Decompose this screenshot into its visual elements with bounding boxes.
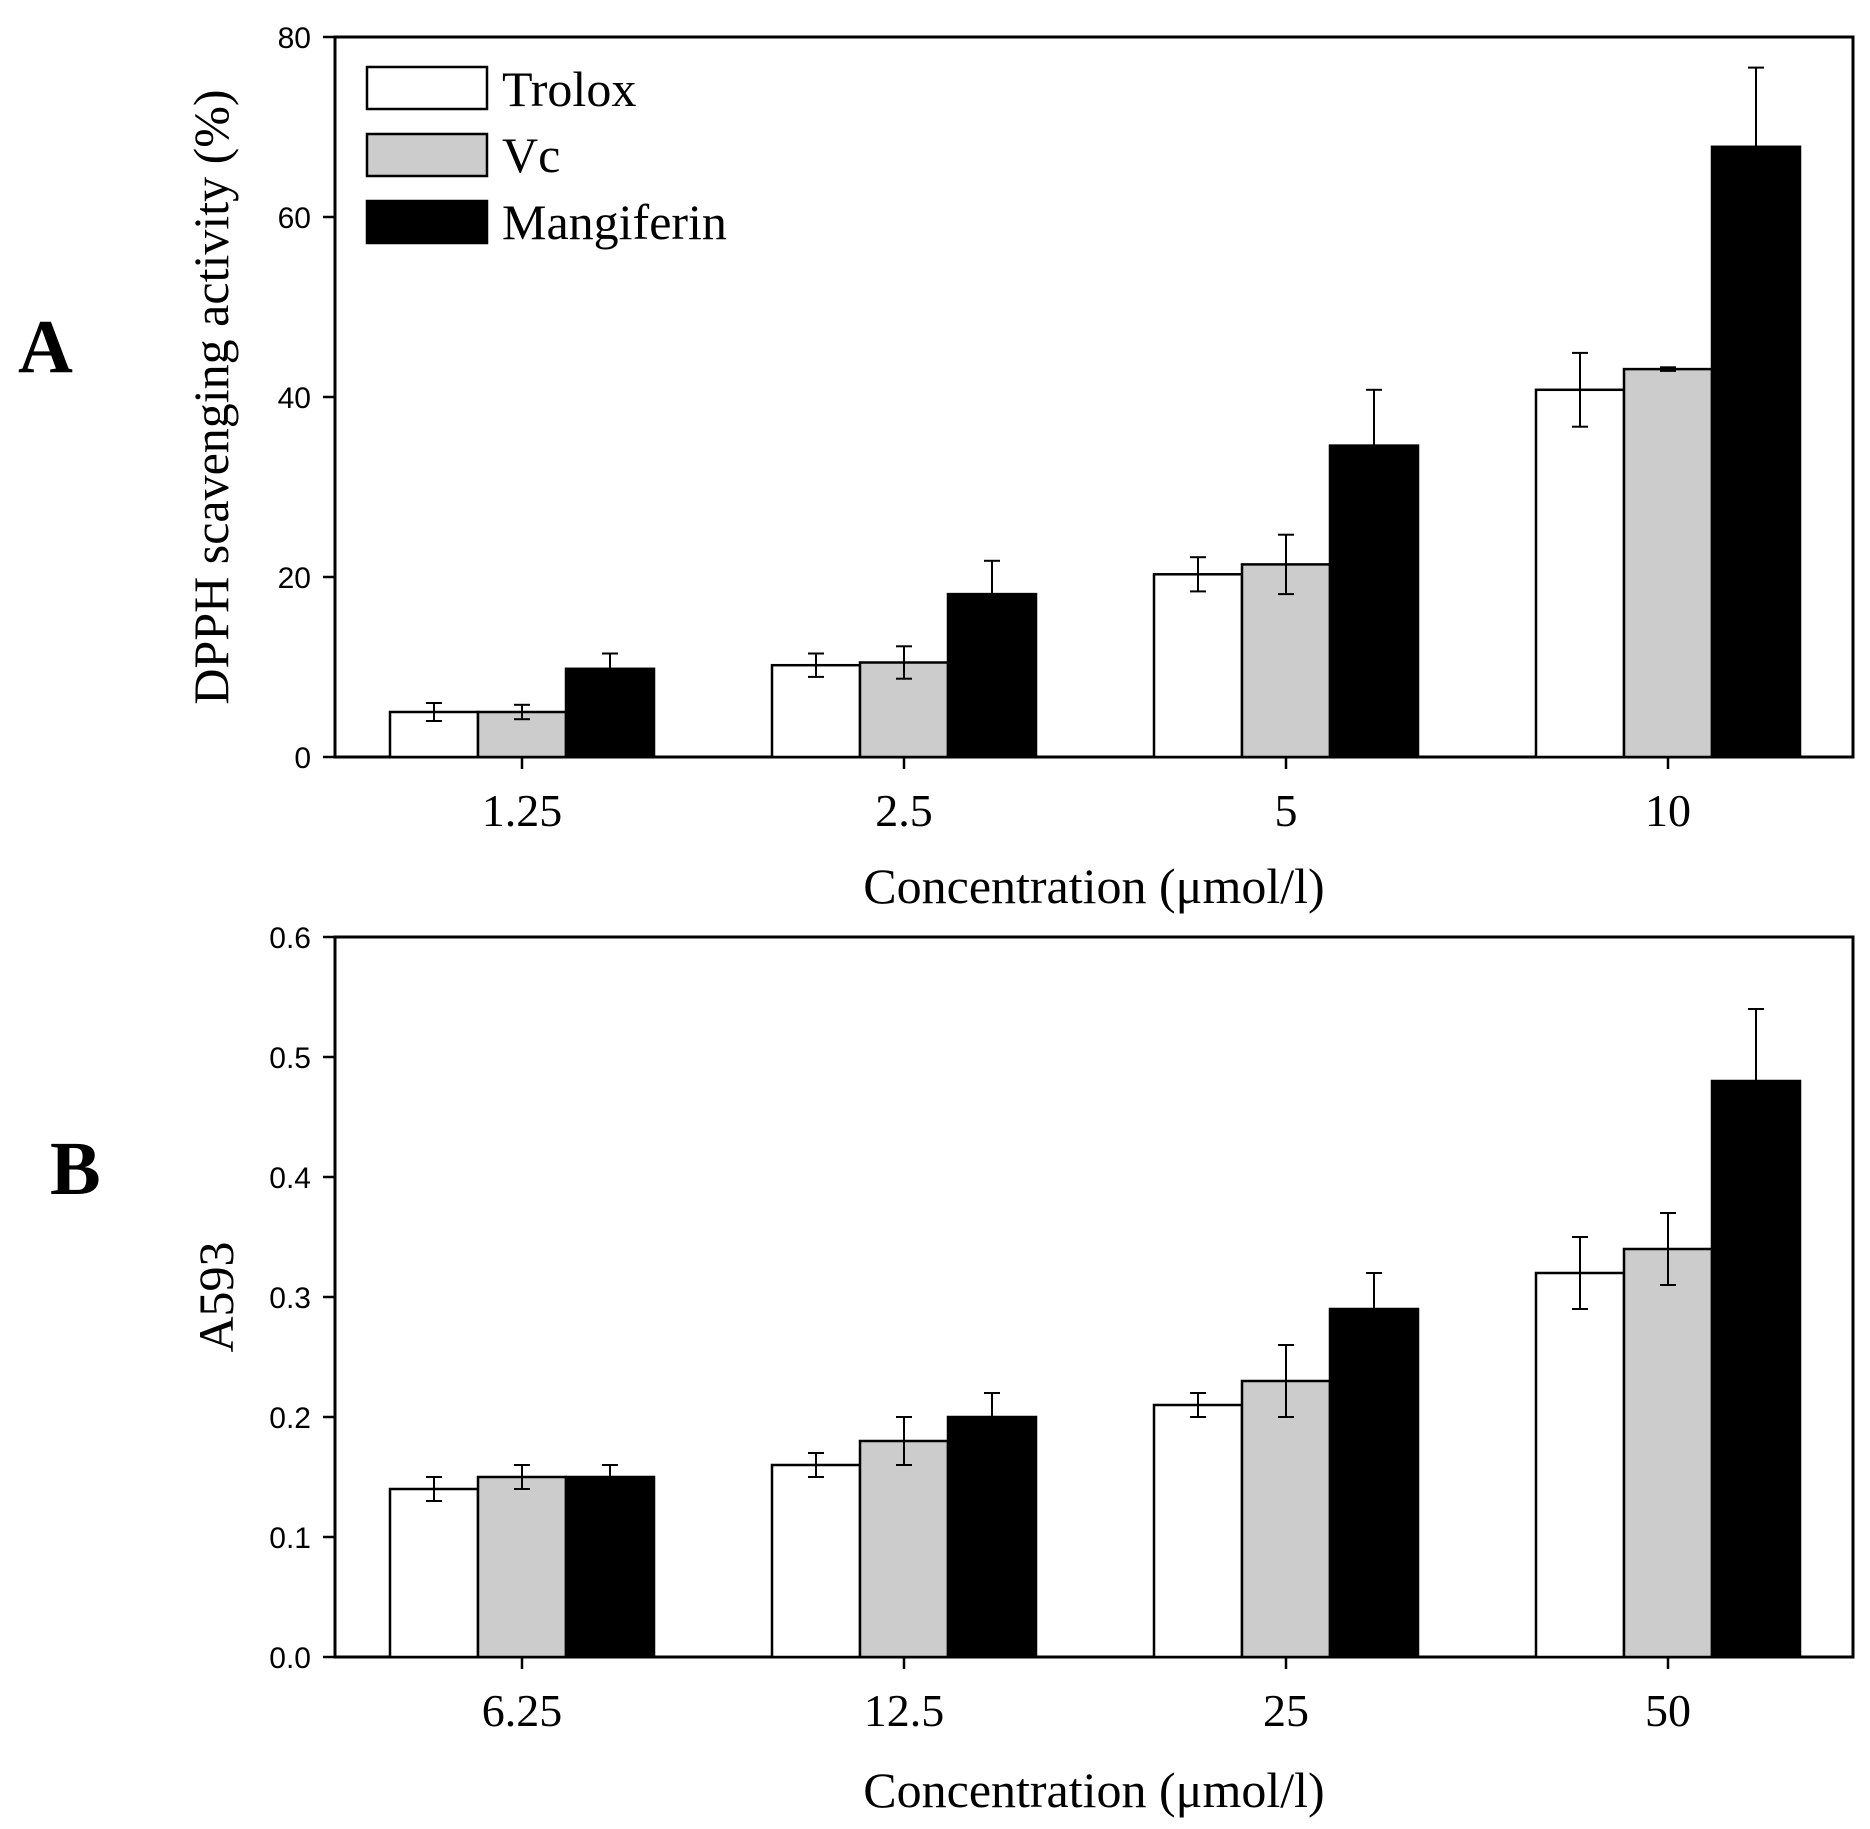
y-tick-label-b: 0.4 — [269, 1162, 311, 1195]
x-tick-label-a-2-5: 2.5 — [875, 785, 933, 836]
y-tick-label-b: 0.3 — [269, 1282, 311, 1315]
y-tick-label-b: 0.2 — [269, 1402, 311, 1435]
x-axis-title-a: Concentration (μmol/l) — [863, 858, 1324, 914]
legend-swatch-mangiferin — [365, 199, 489, 245]
panel-b: B 0.0 0.1 0.2 0.3 0.4 0.5 0.6 6.25 12.5 25 50 Con… — [50, 922, 1855, 1818]
x-axis-ticks-b: 6.25 12.5 25 50 — [482, 1657, 1691, 1736]
bar-b-trolox-12-5 — [770, 1463, 862, 1659]
legend-label-trolox: Trolox — [502, 61, 636, 117]
bar-a-trolox-5 — [1152, 573, 1244, 759]
bar-b-mangiferin-12-5 — [946, 1415, 1038, 1659]
y-tick-label-b: 0.0 — [269, 1642, 311, 1675]
bar-a-mangiferin-5 — [1328, 444, 1420, 759]
error-bar-a-mangiferin-2-5 — [984, 559, 1000, 595]
bar-a-mangiferin-10 — [1710, 145, 1802, 759]
error-bar-a-vc-10 — [1660, 366, 1676, 372]
error-bar-b-vc-25 — [1278, 1344, 1294, 1418]
error-bar-a-vc-5 — [1278, 533, 1294, 596]
legend-label-vc: Vc — [502, 127, 560, 183]
error-bar-a-mangiferin-10 — [1748, 66, 1764, 147]
legend-label-mangiferin: Mangiferin — [502, 194, 727, 250]
error-bar-a-vc-1-25 — [514, 703, 530, 721]
bar-b-trolox-25 — [1152, 1403, 1244, 1659]
error-bar-b-mangiferin-50 — [1748, 1008, 1764, 1081]
error-bar-a-trolox-10 — [1572, 351, 1588, 428]
bars-b — [388, 1008, 1802, 1659]
legend-swatch-vc — [365, 132, 489, 178]
error-bar-b-mangiferin-12-5 — [984, 1392, 1000, 1417]
bars-a — [388, 66, 1802, 759]
bar-b-vc-12-5 — [858, 1439, 950, 1659]
x-axis-title-b: Concentration (μmol/l) — [863, 1762, 1324, 1818]
y-tick-label-b: 0.6 — [269, 922, 311, 955]
legend-a: Trolox Vc Mangiferin — [365, 61, 727, 250]
y-tick-label-a: 20 — [278, 562, 311, 595]
error-bar-a-mangiferin-5 — [1366, 388, 1382, 446]
error-bar-a-mangiferin-1-25 — [602, 652, 618, 669]
bar-a-trolox-10 — [1534, 388, 1626, 759]
y-tick-label-b: 0.5 — [269, 1042, 311, 1075]
x-tick-label-b-6-25: 6.25 — [482, 1685, 563, 1736]
y-tick-label-a: 0 — [294, 742, 311, 775]
bar-a-vc-10 — [1622, 367, 1714, 759]
bar-b-mangiferin-50 — [1710, 1079, 1802, 1659]
bar-a-mangiferin-2-5 — [946, 592, 1038, 759]
x-axis-ticks-a: 1.25 2.5 5 10 — [482, 757, 1691, 836]
y-axis-title-a: DPPH scavenging activity (%) — [183, 89, 239, 704]
bar-a-trolox-2-5 — [770, 663, 862, 759]
bar-a-mangiferin-1-25 — [564, 667, 656, 759]
legend-swatch-trolox — [365, 65, 489, 111]
error-bar-b-trolox-6-25 — [426, 1476, 442, 1502]
bar-b-vc-50 — [1622, 1247, 1714, 1659]
error-bar-b-vc-6-25 — [514, 1464, 530, 1490]
bar-b-mangiferin-6-25 — [564, 1475, 656, 1659]
panel-label-b: B — [50, 1127, 101, 1211]
y-axis-ticks-a: 0 20 40 60 80 — [278, 22, 335, 775]
bar-b-trolox-50 — [1534, 1271, 1626, 1659]
bar-b-mangiferin-25 — [1328, 1307, 1420, 1659]
error-bar-b-vc-50 — [1660, 1212, 1676, 1286]
error-bar-b-trolox-50 — [1572, 1236, 1588, 1310]
error-bar-b-trolox-25 — [1190, 1392, 1206, 1418]
error-bar-a-trolox-1-25 — [426, 702, 442, 722]
error-bar-a-trolox-5 — [1190, 556, 1206, 593]
x-tick-label-b-25: 25 — [1263, 1685, 1309, 1736]
error-bar-b-trolox-12-5 — [808, 1452, 824, 1478]
y-tick-label-a: 60 — [278, 202, 311, 235]
bar-b-vc-6-25 — [476, 1475, 568, 1659]
x-tick-label-a-5: 5 — [1275, 785, 1298, 836]
panel-a: A 0 20 40 60 80 1.25 2.5 5 10 Concentration (μm… — [18, 22, 1855, 914]
panel-label-a: A — [18, 305, 73, 389]
x-tick-label-a-10: 10 — [1645, 785, 1691, 836]
y-tick-label-b: 0.1 — [269, 1522, 311, 1555]
bar-b-trolox-6-25 — [388, 1487, 480, 1659]
y-tick-label-a: 40 — [278, 382, 311, 415]
error-bar-a-vc-2-5 — [896, 645, 912, 680]
x-tick-label-b-12-5: 12.5 — [864, 1685, 945, 1736]
error-bar-b-vc-12-5 — [896, 1416, 912, 1466]
x-tick-label-b-50: 50 — [1645, 1685, 1691, 1736]
x-tick-label-a-1-25: 1.25 — [482, 785, 563, 836]
error-bar-b-mangiferin-6-25 — [602, 1464, 618, 1477]
y-tick-label-a: 80 — [278, 22, 311, 55]
y-axis-ticks-b: 0.0 0.1 0.2 0.3 0.4 0.5 0.6 — [269, 922, 335, 1675]
bar-b-vc-25 — [1240, 1379, 1332, 1659]
error-bar-b-mangiferin-25 — [1366, 1272, 1382, 1309]
error-bar-a-trolox-2-5 — [808, 652, 824, 678]
y-axis-title-b: A593 — [188, 1241, 244, 1352]
